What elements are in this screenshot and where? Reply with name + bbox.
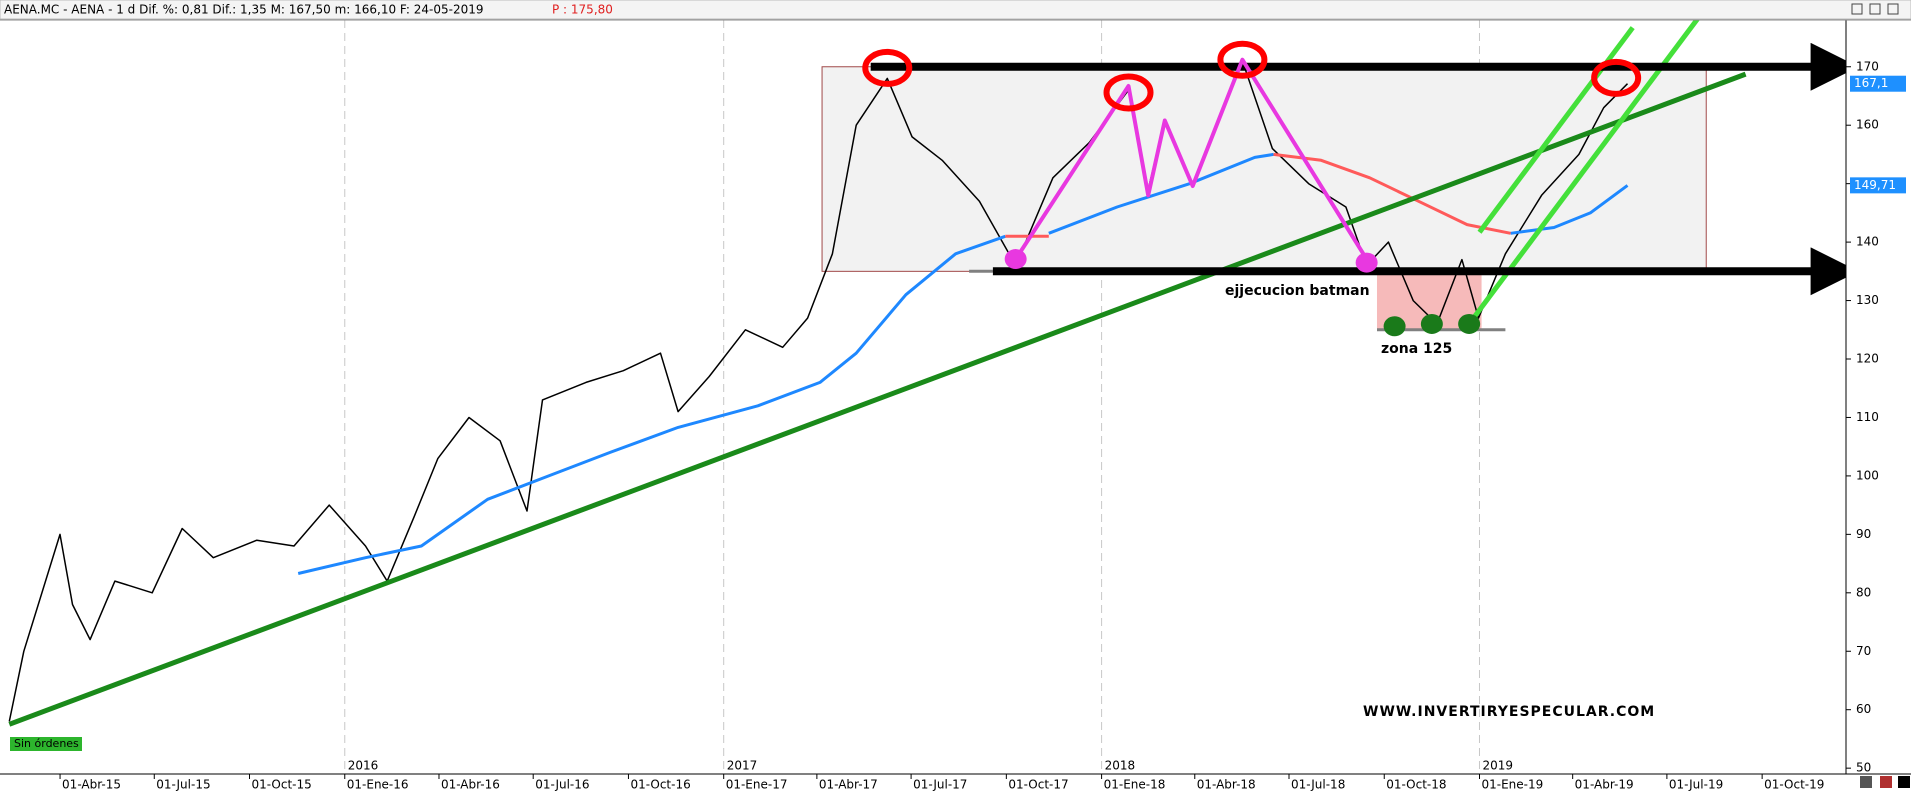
last-value-box: [1850, 177, 1906, 194]
x-tick-label: 01-Abr-15: [62, 778, 121, 792]
window-buttons[interactable]: [1851, 3, 1899, 15]
x-tick-label: 01-Jul-19: [1669, 778, 1723, 792]
last-value-box: [1850, 75, 1906, 92]
header-price: P : 175,80: [552, 3, 613, 17]
marker-dot: [1004, 249, 1027, 270]
last-value-label: 167,1: [1854, 76, 1888, 90]
year-label: 2016: [348, 759, 379, 773]
status-text: Sin órdenes: [14, 737, 79, 750]
save-icon[interactable]: [1860, 776, 1872, 788]
y-tick-label: 140: [1856, 235, 1879, 249]
y-tick-label: 100: [1856, 468, 1879, 482]
series-line: [1005, 152, 1511, 238]
maximize-button[interactable]: [1869, 3, 1881, 15]
close-button[interactable]: [1887, 3, 1899, 15]
x-tick-label: 01-Abr-17: [819, 778, 878, 792]
x-tick-label: 01-Oct-15: [252, 778, 312, 792]
y-tick-label: 50: [1856, 761, 1871, 775]
x-tick-label: 01-Oct-16: [630, 778, 690, 792]
x-tick-label: 01-Jul-18: [1291, 778, 1345, 792]
status-box: [10, 737, 82, 751]
marker-dot: [1383, 316, 1406, 337]
trend-line: [8, 71, 1747, 727]
y-tick-label: 110: [1856, 410, 1879, 424]
marker-dot: [1458, 313, 1481, 334]
last-value-label: 149,71: [1854, 178, 1896, 192]
x-tick-label: 01-Jul-16: [535, 778, 589, 792]
print-icon[interactable]: [1880, 776, 1892, 788]
minimize-button[interactable]: [1851, 3, 1863, 15]
x-tick-label: 01-Abr-19: [1575, 778, 1634, 792]
marker-dot: [1355, 252, 1378, 273]
x-tick-label: 01-Oct-17: [1008, 778, 1068, 792]
highlight-circle: [862, 48, 913, 87]
y-tick-label: 70: [1856, 644, 1871, 658]
menu-icon[interactable]: [1898, 776, 1910, 788]
x-tick-label: 01-Jul-15: [156, 778, 210, 792]
y-tick-label: 120: [1856, 352, 1879, 366]
x-tick-label: 01-Abr-18: [1197, 778, 1256, 792]
annotation-text: ejjecucion batman: [1225, 283, 1370, 299]
y-tick-label: 80: [1856, 585, 1871, 599]
watermark: WWW.INVERTIRYESPECULAR.COM: [1363, 704, 1655, 720]
y-tick-label: 160: [1856, 118, 1879, 132]
x-tick-label: 01-Oct-18: [1386, 778, 1446, 792]
highlight-circle: [1591, 58, 1642, 97]
x-tick-label: 01-Jul-17: [913, 778, 967, 792]
x-tick-label: 01-Oct-19: [1764, 778, 1824, 792]
y-tick-label: 130: [1856, 293, 1879, 307]
series-line: [8, 60, 1629, 722]
highlight-circle: [1217, 40, 1268, 79]
plot-area: [8, 20, 1846, 774]
header-info: AENA.MC - AENA - 1 d Dif. %: 0,81 Dif.: …: [4, 3, 484, 17]
y-tick-label: 170: [1856, 59, 1879, 73]
x-tick-label: 01-Ene-17: [726, 778, 788, 792]
year-label: 2018: [1105, 759, 1136, 773]
x-tick-label: 01-Abr-16: [441, 778, 500, 792]
x-tick-label: 01-Ene-16: [347, 778, 409, 792]
axes: 2016 2017 2018 2019 50 60 70 80 90 100 110 120 130 14…: [0, 19, 1911, 792]
y-tick-label: 60: [1856, 702, 1871, 716]
y-tick-label: 90: [1856, 527, 1871, 541]
marker-dot: [1420, 313, 1443, 334]
header-bar: [0, 0, 1911, 20]
zone-rect: [821, 66, 1707, 272]
highlight-circle: [1103, 73, 1154, 112]
x-tick-label: 01-Ene-19: [1481, 778, 1543, 792]
annotation-text: zona 125: [1381, 341, 1452, 357]
year-label: 2017: [727, 759, 758, 773]
year-label: 2019: [1482, 759, 1513, 773]
pattern-line: [1014, 57, 1369, 261]
x-tick-label: 01-Ene-18: [1104, 778, 1166, 792]
